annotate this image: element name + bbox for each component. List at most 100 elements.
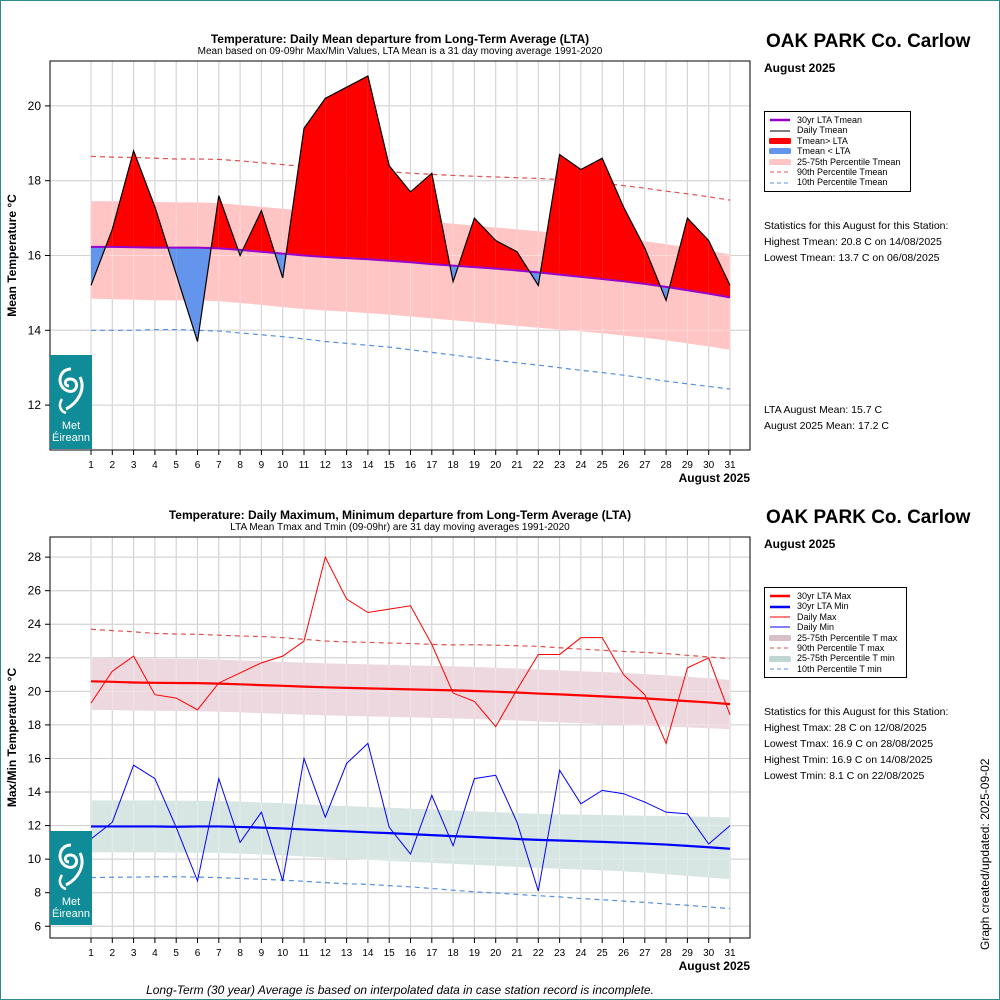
logo-line2: Éireann xyxy=(52,908,90,920)
legend-label: 25-75th Percentile T max xyxy=(797,632,898,643)
legend-label: 25-75th Percentile Tmean xyxy=(797,156,901,167)
legend-item: Daily Min xyxy=(769,622,901,632)
legend-item: 30yr LTA Max xyxy=(769,591,901,601)
x-tick-label: 24 xyxy=(575,460,587,471)
stats-bottom: Statistics for this August for this Stat… xyxy=(764,704,948,784)
legend-label: 25-75th Percentile T min xyxy=(797,653,895,664)
x-tick-label: 15 xyxy=(384,460,396,471)
legend-item: 25-75th Percentile Tmean xyxy=(769,157,905,167)
x-tick-label: 29 xyxy=(682,948,694,959)
legend-label: Daily Max xyxy=(797,611,837,622)
x-tick-label: 11 xyxy=(299,948,310,959)
plot-border xyxy=(49,536,751,939)
month-label: August 2025 xyxy=(764,61,836,75)
legend-top: 30yr LTA Tmean Daily Tmean Tmean> LTA Tm… xyxy=(764,111,911,192)
x-tick-label: 5 xyxy=(173,948,179,959)
x-tick-label: 16 xyxy=(405,948,417,959)
legend-label: 30yr LTA Min xyxy=(797,601,849,612)
x-tick-label: 28 xyxy=(661,948,673,959)
logo-line1: Met xyxy=(61,420,81,432)
month-label: August 2025 xyxy=(764,537,836,551)
y-tick-label: 28 xyxy=(28,550,42,564)
percentile-band-tmin xyxy=(91,800,730,880)
station-title: OAK PARK Co. Carlow xyxy=(766,31,971,52)
x-tick-label: 5 xyxy=(173,460,179,471)
x-tick-label: 1 xyxy=(88,460,94,471)
x-tick-label: 21 xyxy=(511,948,523,959)
legend-label: Tmean> LTA xyxy=(797,135,848,146)
y-axis-label: Mean Temperature °C xyxy=(5,194,19,317)
lta-min-line xyxy=(91,825,731,850)
daily-tmean-line xyxy=(90,75,731,342)
x-tick-label: 25 xyxy=(597,948,609,959)
x-tick-label: 27 xyxy=(639,948,651,959)
percentile-band-tmax xyxy=(91,657,730,730)
x-tick-label: 16 xyxy=(405,460,417,471)
x-tick-label: 23 xyxy=(554,948,566,959)
x-tick-label: 25 xyxy=(597,460,609,471)
y-tick-label: 12 xyxy=(28,819,42,833)
x-tick-label: 1 xyxy=(88,948,94,959)
mean-line: LTA August Mean: 15.7 C xyxy=(764,404,883,416)
legend-item: Daily Tmean xyxy=(769,125,905,135)
anomaly-above-fill xyxy=(687,218,709,294)
y-tick-label: 18 xyxy=(28,174,42,188)
anomaly-above-fill xyxy=(623,206,645,284)
lta-tmean-line xyxy=(91,245,731,299)
x-tick-label: 22 xyxy=(533,460,545,471)
stats-header: Statistics for this August for this Stat… xyxy=(764,220,949,232)
x-tick-label: 31 xyxy=(724,948,736,959)
x-tick-label: 17 xyxy=(426,948,438,959)
met-eireann-logo-icon: Met Éireann xyxy=(50,831,92,925)
y-tick-label: 10 xyxy=(28,852,42,866)
x-tick-label: 14 xyxy=(362,460,374,471)
x-tick-label: 19 xyxy=(469,948,481,959)
x-tick-label: 30 xyxy=(703,460,715,471)
daily-max-line xyxy=(90,555,731,745)
x-tick-label: 29 xyxy=(682,460,694,471)
x-tick-label: 15 xyxy=(384,948,396,959)
x-tick-label: 9 xyxy=(259,460,265,471)
station-title: OAK PARK Co. Carlow xyxy=(766,507,971,528)
x-tick-label: 4 xyxy=(152,948,158,959)
x-tick-label: 26 xyxy=(618,948,630,959)
anomaly-above-fill xyxy=(133,150,155,248)
anomaly-above-fill xyxy=(304,98,326,257)
legend-item: 30yr LTA Tmean xyxy=(769,115,905,125)
x-tick-label: 8 xyxy=(237,948,243,959)
anomaly-above-fill xyxy=(325,87,347,259)
x-tick-label: 21 xyxy=(511,460,523,471)
daily-min-line xyxy=(90,742,731,892)
stat-line: Highest Tmean: 20.8 C on 14/08/2025 xyxy=(764,236,942,248)
x-tick-label: 12 xyxy=(320,460,332,471)
legend-label: 30yr LTA Max xyxy=(797,591,852,601)
x-tick-label: 31 xyxy=(724,460,736,471)
y-tick-label: 20 xyxy=(28,684,42,698)
x-axis-label: August 2025 xyxy=(679,959,751,973)
y-tick-label: 22 xyxy=(28,651,42,665)
anomaly-above-fill xyxy=(346,75,368,260)
x-tick-label: 7 xyxy=(216,948,222,959)
y-tick-label: 8 xyxy=(34,886,41,900)
legend-label: 10th Percentile Tmean xyxy=(797,177,888,188)
chart-subtitle: LTA Mean Tmax and Tmin (09-09hr) are 31 … xyxy=(230,522,570,533)
logo-line1: Met xyxy=(61,896,81,908)
legend-item: 25-75th Percentile T min xyxy=(769,653,901,663)
x-tick-label: 9 xyxy=(259,948,265,959)
legend-item: 90th Percentile Tmean xyxy=(769,167,905,177)
percentile-10-line xyxy=(91,328,731,390)
footnote: Long-Term (30 year) Average is based on … xyxy=(146,983,654,997)
x-tick-label: 3 xyxy=(131,948,137,959)
x-tick-label: 18 xyxy=(448,948,460,959)
updated-label: Graph created/updated: 2025-09-02 xyxy=(978,758,992,950)
legend-label: 30yr LTA Tmean xyxy=(797,115,863,125)
anomaly-above-fill xyxy=(602,158,624,282)
legend-item: 10th Percentile T min xyxy=(769,664,901,674)
x-tick-label: 23 xyxy=(554,460,566,471)
x-tick-label: 3 xyxy=(131,460,137,471)
stat-line: Highest Tmax: 28 C on 12/08/2025 xyxy=(764,722,927,734)
percentile-10-tmin-line xyxy=(90,876,731,910)
stat-line: Lowest Tmin: 8.1 C on 22/08/2025 xyxy=(764,770,925,782)
legend-label: 10th Percentile T min xyxy=(797,663,882,674)
